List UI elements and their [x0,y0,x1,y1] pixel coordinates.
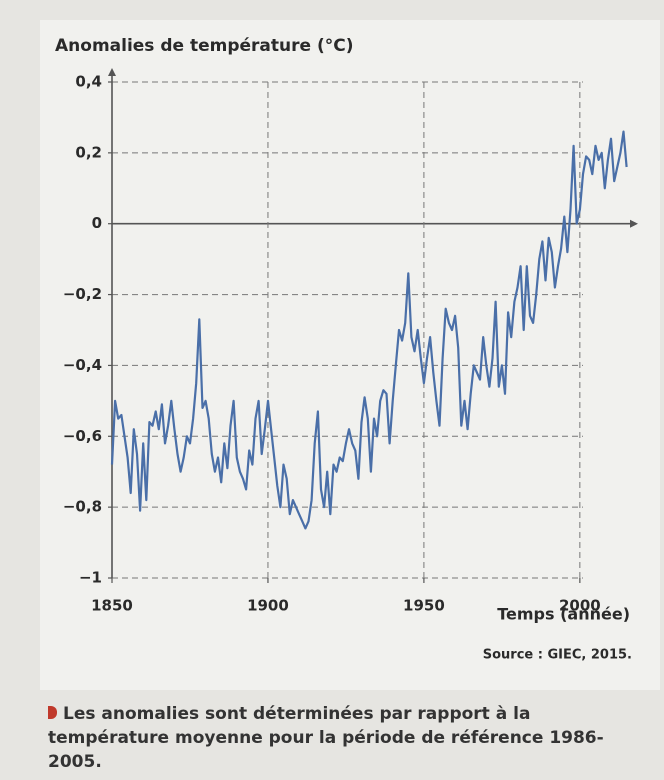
y-tick-label: −0,8 [63,498,102,516]
y-tick-label: −0,2 [63,285,102,303]
x-tick-label: 2000 [559,597,601,615]
x-axis-label: Temps (année) [497,605,630,624]
caption: Les anomalies sont déterminées par rappo… [48,702,648,774]
y-tick-label: −0,4 [63,356,102,374]
y-axis-arrow [108,68,116,76]
chart: Anomalies de température (°C) Temps (ann… [40,20,660,690]
source: Source : GIEC, 2015. [483,648,632,663]
y-tick-label: 0 [92,214,102,232]
y-tick-label: 0,4 [75,73,102,91]
bullet [48,706,57,719]
x-tick-label: 1850 [91,597,133,615]
y-tick-label: 0,2 [75,143,102,161]
y-tick-label: −0,6 [63,427,102,445]
y-tick-label: −1 [79,569,102,587]
zero-arrow [630,219,638,228]
temperature-line [110,130,628,530]
chart-background [40,20,660,690]
x-tick-label: 1950 [403,597,445,615]
caption-text: Les anomalies sont déterminées par rappo… [48,704,604,772]
x-tick-label: 1900 [247,597,289,615]
chart-title: Anomalies de température (°C) [55,36,353,56]
